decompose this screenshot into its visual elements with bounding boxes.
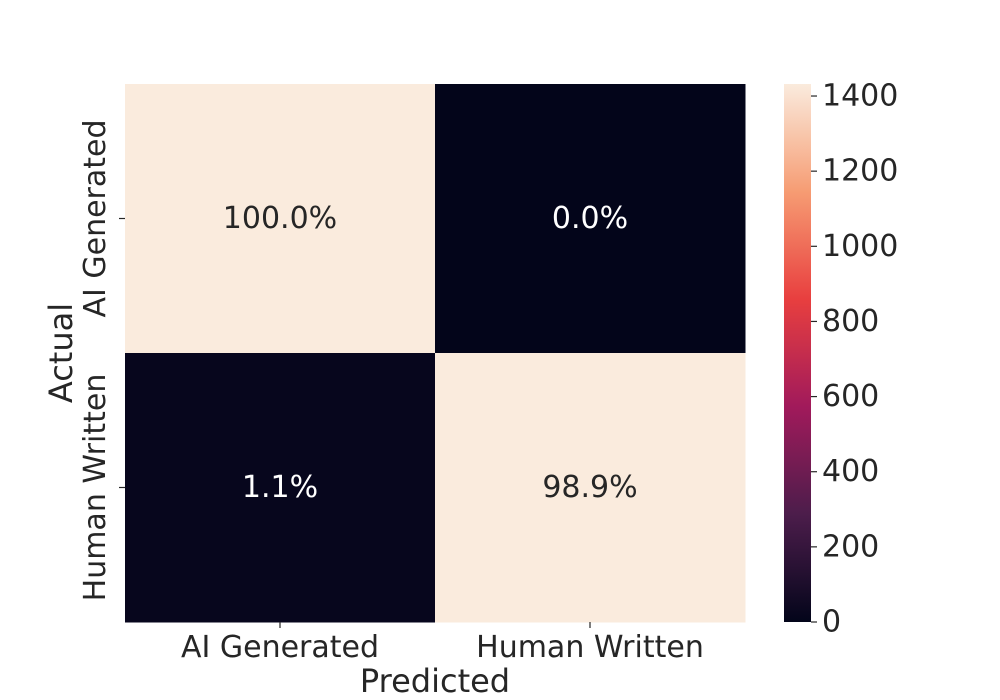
cell-annotation: 100.0% bbox=[223, 201, 337, 236]
heatmap-cells bbox=[125, 84, 746, 623]
colorbar-tick-label: 600 bbox=[822, 379, 879, 414]
cell-annotation: 0.0% bbox=[552, 201, 628, 236]
colorbar-tick-label: 400 bbox=[822, 454, 879, 489]
colorbar-tick-label: 1400 bbox=[822, 79, 898, 114]
colorbar-tick-label: 1000 bbox=[822, 229, 898, 264]
cell-annotations: 100.0% 0.0% 1.1% 98.9% bbox=[223, 201, 638, 505]
y-axis-title: Actual bbox=[42, 303, 80, 403]
colorbar-tick-label: 200 bbox=[822, 529, 879, 564]
heatmap-cell bbox=[125, 84, 436, 354]
heatmap-cell bbox=[125, 353, 436, 623]
x-axis-ticks: AI Generated Human Written bbox=[181, 622, 704, 665]
x-tick-label: Human Written bbox=[476, 630, 704, 665]
heatmap-cell bbox=[435, 84, 746, 354]
colorbar bbox=[784, 84, 811, 622]
y-tick-label: Human Written bbox=[78, 374, 113, 602]
y-axis-ticks: AI Generated Human Written bbox=[78, 119, 125, 601]
x-tick-label: AI Generated bbox=[181, 630, 379, 665]
colorbar-tick-label: 0 bbox=[822, 605, 841, 640]
x-axis-title: Predicted bbox=[360, 662, 510, 700]
y-tick-label: AI Generated bbox=[78, 119, 113, 317]
colorbar-tick-label: 800 bbox=[822, 304, 879, 339]
colorbar-tick-label: 1200 bbox=[822, 154, 898, 189]
heatmap-cell bbox=[435, 353, 746, 623]
cell-annotation: 1.1% bbox=[242, 470, 318, 505]
colorbar-ticks: 0 200 400 600 800 1000 1200 1400 bbox=[811, 79, 898, 640]
cell-annotation: 98.9% bbox=[542, 470, 637, 505]
